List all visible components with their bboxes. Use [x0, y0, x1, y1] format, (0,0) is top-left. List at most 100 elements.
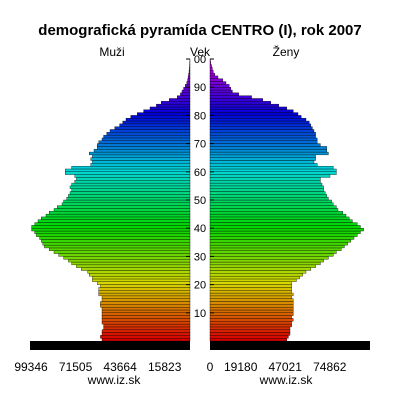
- men-bar-age-46: [53, 208, 191, 212]
- women-bar-age-75: [209, 126, 313, 130]
- women-bar-age-97: [209, 64, 212, 68]
- women-bar-age-64: [209, 157, 316, 161]
- men-bar-age-19: [100, 284, 191, 288]
- women-bar-age-76: [209, 123, 311, 127]
- men-bar-age-71: [101, 137, 191, 141]
- men-bar-age-16: [98, 292, 191, 297]
- women-bar-age-15: [209, 295, 292, 299]
- women-bar-age-41: [209, 222, 358, 226]
- women-bar-age-67: [209, 149, 327, 153]
- women-bar-age-33: [209, 244, 345, 249]
- men-bar-age-58: [74, 174, 191, 178]
- right-label-women: Ženy: [273, 44, 300, 59]
- men-bar-age-4: [103, 326, 191, 330]
- men-bar-age-20: [97, 281, 191, 285]
- women-bar-age-68: [209, 146, 327, 150]
- women-bar-age-47: [209, 205, 337, 209]
- men-bar-age-88: [181, 89, 191, 94]
- men-bar-age-73: [106, 132, 191, 136]
- men-bar-age-38: [34, 230, 191, 235]
- men-bar-age-77: [122, 120, 191, 125]
- men-axis-tick-label: 43664: [103, 360, 137, 374]
- men-bar-age-47: [57, 205, 191, 209]
- women-bar-age-26: [209, 264, 316, 268]
- women-bar-age-44: [209, 213, 347, 218]
- women-bar-age-74: [209, 129, 315, 133]
- women-bar-age-3: [209, 329, 291, 333]
- men-bar-age-93: [187, 75, 191, 79]
- men-bar-age-12: [100, 304, 191, 308]
- age-tick-label: 80: [194, 110, 206, 122]
- men-bar-age-22: [92, 275, 191, 280]
- age-tick-label: 90: [194, 82, 206, 94]
- women-bar-age-71: [209, 137, 318, 141]
- women-bar-age-63: [209, 160, 315, 164]
- women-bar-age-50: [209, 197, 329, 201]
- men-bar-age-53: [71, 188, 191, 192]
- men-bar-age-32: [49, 247, 191, 251]
- men-bar-age-68: [97, 146, 191, 150]
- women-bar-age-48: [209, 202, 334, 206]
- men-bar-age-48: [61, 202, 191, 206]
- men-bar-age-52: [69, 191, 191, 195]
- men-bar-age-41: [34, 222, 191, 226]
- women-bar-age-30: [209, 253, 334, 257]
- men-bar-age-11: [101, 306, 191, 311]
- women-bar-age-4: [209, 326, 291, 330]
- men-bar-age-81: [143, 109, 191, 113]
- men-bar-age-96: [189, 67, 191, 71]
- men-bar-age-27: [71, 261, 191, 266]
- women-bar-age-70: [209, 140, 318, 144]
- women-bar-age-24: [209, 270, 307, 274]
- women-bar-age-57: [209, 177, 321, 181]
- men-bar-age-61: [71, 165, 191, 170]
- women-bar-age-34: [209, 242, 348, 246]
- men-bar-age-79: [130, 115, 191, 119]
- men-bar-age-75: [114, 126, 191, 130]
- men-bar-age-39: [31, 228, 191, 232]
- men-bar-age-33: [44, 244, 191, 249]
- women-bar-age-85: [209, 98, 263, 102]
- women-bar-age-83: [209, 103, 279, 108]
- chart-title: demografická pyramída CENTRO (I), rok 20…: [38, 22, 361, 39]
- women-bar-age-92: [209, 78, 223, 82]
- men-bar-age-78: [125, 118, 191, 122]
- age-tick-label: 30: [194, 251, 206, 263]
- men-bar-age-14: [101, 298, 191, 302]
- men-baseline-bar: [30, 341, 190, 350]
- men-bar-age-0: [101, 338, 191, 342]
- men-bar-age-54: [69, 185, 191, 189]
- men-bar-age-94: [188, 72, 191, 77]
- women-bar-age-62: [209, 163, 318, 167]
- women-bar-age-36: [209, 236, 355, 240]
- women-bar-age-59: [209, 171, 337, 175]
- women-bar-age-84: [209, 101, 271, 105]
- women-axis-tick-label: 47021: [269, 360, 303, 374]
- women-bar-age-98: [209, 61, 211, 65]
- women-bar-age-23: [209, 273, 303, 277]
- age-tick-label: 20: [194, 280, 206, 292]
- baseline: [30, 341, 370, 350]
- men-bar-age-10: [101, 309, 191, 313]
- women-bar-age-65: [209, 154, 316, 158]
- men-bar-age-25: [81, 267, 191, 271]
- women-bar-age-79: [209, 115, 302, 119]
- men-bar-age-67: [93, 149, 191, 153]
- women-bar-age-38: [209, 230, 361, 235]
- center-label-age: Vek: [190, 45, 211, 59]
- men-bar-age-64: [90, 157, 191, 161]
- women-bar-age-45: [209, 211, 343, 215]
- women-bar-age-43: [209, 216, 350, 220]
- men-bar-age-57: [76, 177, 191, 181]
- women-bar-age-0: [209, 338, 287, 342]
- men-bar-age-7: [101, 318, 191, 322]
- women-bar-age-91: [209, 81, 227, 85]
- women-bar-age-88: [209, 89, 233, 94]
- women-axis-tick-label: 74862: [313, 360, 347, 374]
- men-bar-age-34: [42, 242, 191, 246]
- men-bar-age-28: [68, 259, 191, 263]
- women-bar-age-17: [209, 290, 292, 294]
- women-bar-age-16: [209, 292, 294, 297]
- women-bar-age-80: [209, 112, 299, 116]
- men-bar-age-21: [92, 278, 191, 282]
